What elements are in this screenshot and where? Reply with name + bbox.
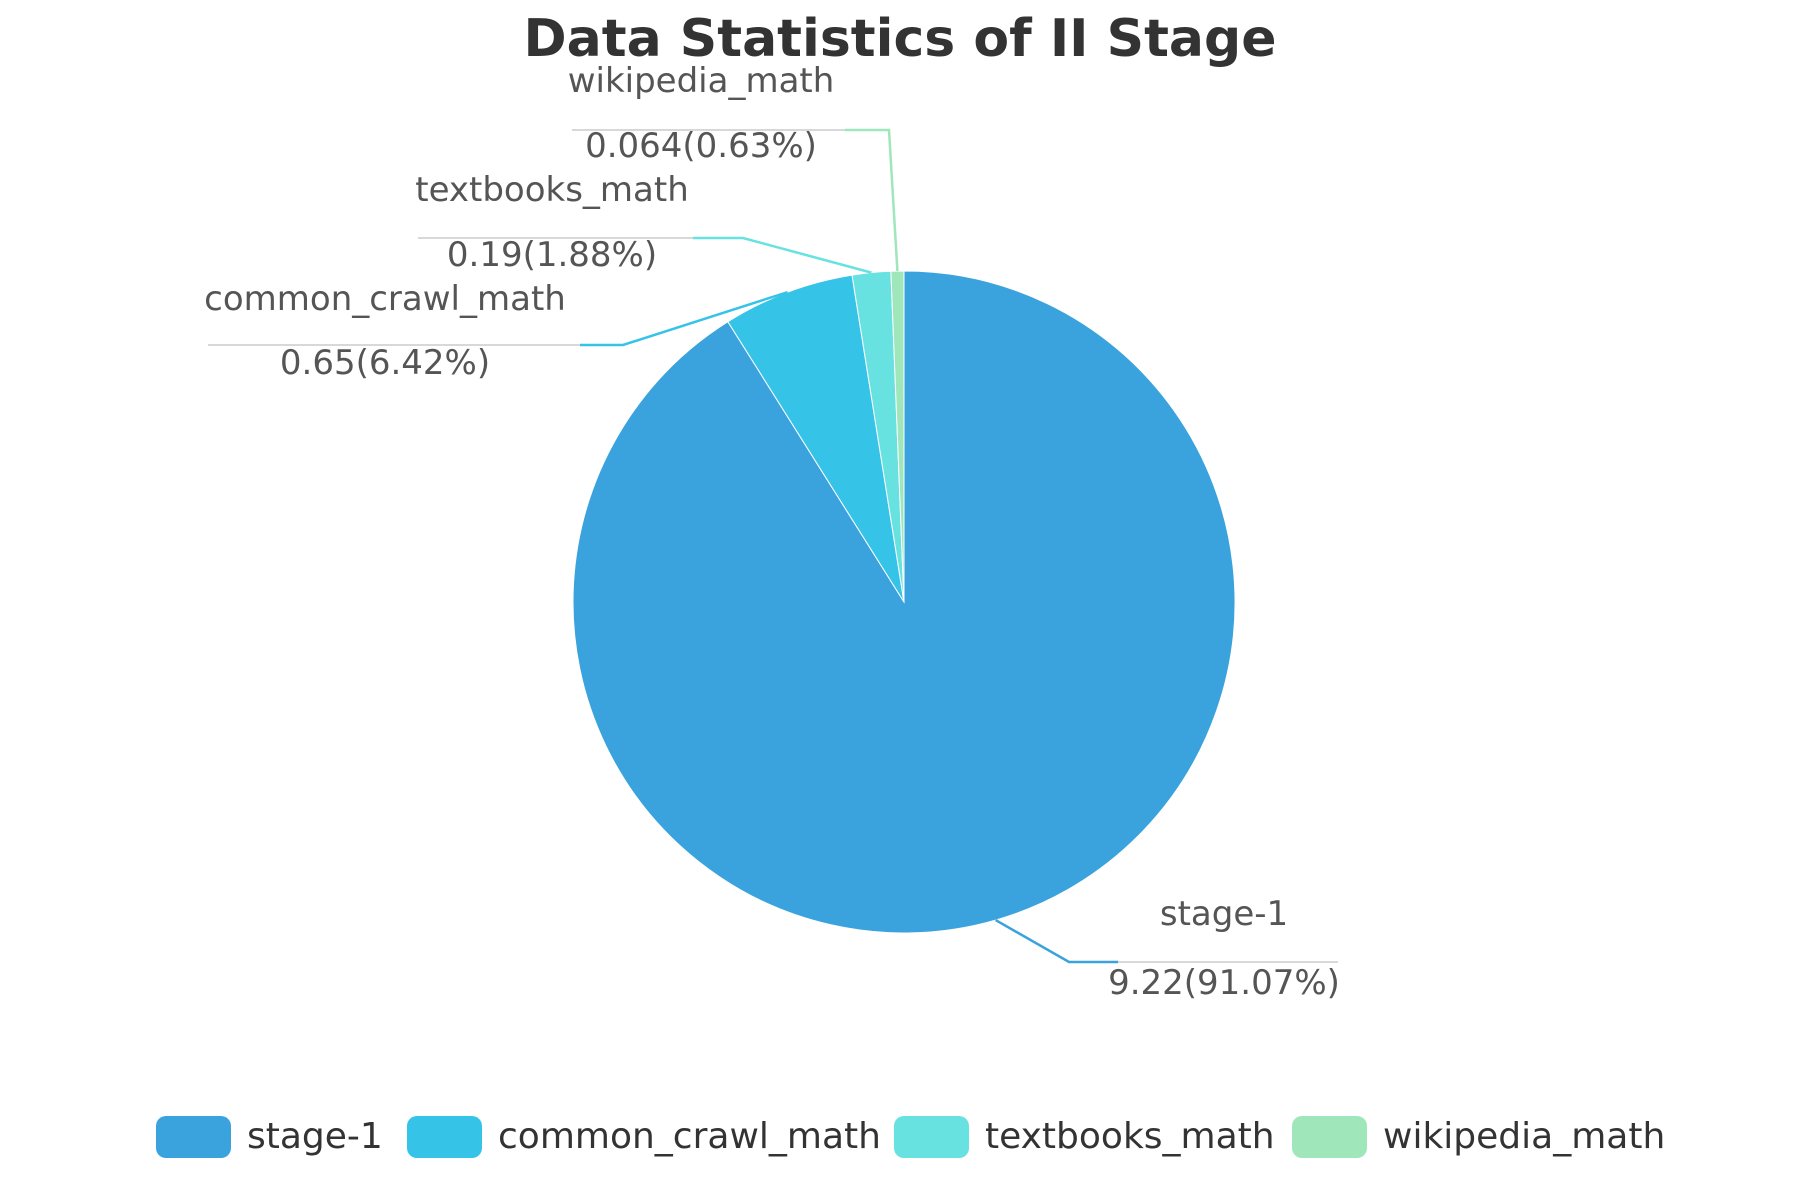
slice-label-name: stage-1	[1160, 894, 1288, 934]
slice-label-value: 9.22(91.07%)	[1108, 963, 1340, 1003]
legend-label: common_crawl_math	[498, 1116, 881, 1157]
pie-slices	[572, 270, 1236, 934]
slice-label-name: textbooks_math	[415, 170, 689, 210]
leader-line-textbooks-math	[693, 236, 872, 274]
slice-labels: stage-1 9.22(91.07%) common_crawl_math 0…	[204, 61, 1340, 1003]
legend-item-stage-1[interactable]: stage-1	[156, 1116, 383, 1158]
legend-swatch	[894, 1116, 969, 1158]
pie-slice-common-crawl-math[interactable]	[727, 274, 905, 603]
legend-swatch	[407, 1116, 482, 1158]
slice-label-name: wikipedia_math	[568, 61, 835, 101]
leader-line-stage-1	[995, 918, 1118, 964]
chart-title: Data Statistics of II Stage	[523, 9, 1276, 69]
legend-label: textbooks_math	[985, 1116, 1275, 1157]
legend-item-wikipedia-math[interactable]: wikipedia_math	[1292, 1116, 1665, 1158]
leader-line-wikipedia-math	[845, 128, 899, 272]
slice-label-value: 0.19(1.88%)	[447, 235, 657, 275]
legend-swatch	[156, 1116, 231, 1158]
legend-item-textbooks-math[interactable]: textbooks_math	[894, 1116, 1275, 1158]
legend-label: stage-1	[247, 1116, 383, 1157]
legend-item-common-crawl-math[interactable]: common_crawl_math	[407, 1116, 881, 1158]
legend-swatch	[1292, 1116, 1367, 1158]
legend-label: wikipedia_math	[1383, 1116, 1665, 1157]
slice-label-name: common_crawl_math	[204, 279, 566, 319]
slice-label-value: 0.064(0.63%)	[585, 126, 817, 166]
slice-label-value: 0.65(6.42%)	[280, 343, 490, 383]
label-connectors	[208, 128, 1338, 964]
legend: stage-1 common_crawl_math textbooks_math…	[156, 1116, 1665, 1158]
leader-line-common-crawl-math	[580, 290, 788, 347]
